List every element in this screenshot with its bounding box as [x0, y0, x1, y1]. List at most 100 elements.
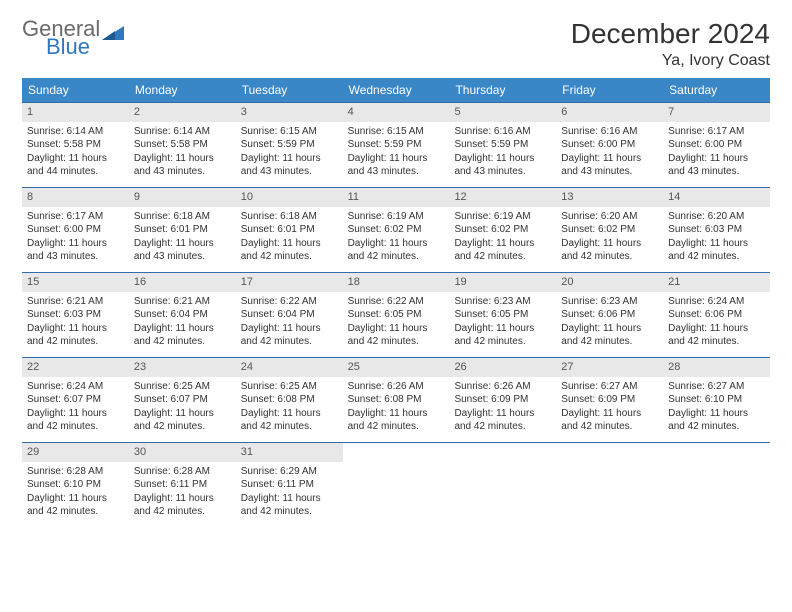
daylight-text: Daylight: 11 hours — [561, 237, 658, 251]
daylight-text: Daylight: 11 hours — [134, 152, 231, 166]
daylight-text: and 43 minutes. — [348, 165, 445, 179]
daylight-text: Daylight: 11 hours — [241, 237, 338, 251]
day-number: 11 — [343, 188, 450, 207]
day-cell: 22Sunrise: 6:24 AMSunset: 6:07 PMDayligh… — [22, 358, 129, 442]
day-cell: 20Sunrise: 6:23 AMSunset: 6:06 PMDayligh… — [556, 273, 663, 357]
day-body: Sunrise: 6:18 AMSunset: 6:01 PMDaylight:… — [129, 210, 236, 264]
day-header-row: Sunday Monday Tuesday Wednesday Thursday… — [22, 78, 770, 102]
sunset-text: Sunset: 6:09 PM — [561, 393, 658, 407]
day-body: Sunrise: 6:27 AMSunset: 6:10 PMDaylight:… — [663, 380, 770, 434]
sunrise-text: Sunrise: 6:26 AM — [348, 380, 445, 394]
day-body: Sunrise: 6:21 AMSunset: 6:04 PMDaylight:… — [129, 295, 236, 349]
day-cell: 16Sunrise: 6:21 AMSunset: 6:04 PMDayligh… — [129, 273, 236, 357]
day-cell: 11Sunrise: 6:19 AMSunset: 6:02 PMDayligh… — [343, 188, 450, 272]
day-body: Sunrise: 6:24 AMSunset: 6:07 PMDaylight:… — [22, 380, 129, 434]
day-body: Sunrise: 6:29 AMSunset: 6:11 PMDaylight:… — [236, 465, 343, 519]
day-number: 2 — [129, 103, 236, 122]
day-cell: 17 Sunrise: 6:22 AMSunset: 6:04 PMDayligh… — [236, 273, 343, 357]
daylight-text: and 43 minutes. — [241, 165, 338, 179]
day-number: 19 — [449, 273, 556, 292]
sunrise-text: Sunrise: 6:18 AM — [134, 210, 231, 224]
daylight-text: and 42 minutes. — [27, 505, 124, 519]
daylight-text: and 42 minutes. — [27, 335, 124, 349]
daylight-text: and 42 minutes. — [348, 420, 445, 434]
daylight-text: and 42 minutes. — [134, 505, 231, 519]
day-cell: 4Sunrise: 6:15 AMSunset: 5:59 PMDaylight… — [343, 103, 450, 187]
sunset-text: Sunset: 6:00 PM — [27, 223, 124, 237]
day-number: 8 — [22, 188, 129, 207]
day-cell: 25Sunrise: 6:26 AMSunset: 6:08 PMDayligh… — [343, 358, 450, 442]
sunset-text: Sunset: 6:11 PM — [134, 478, 231, 492]
sunrise-text: Sunrise: 6:27 AM — [561, 380, 658, 394]
day-cell: 18Sunrise: 6:22 AMSunset: 6:05 PMDayligh… — [343, 273, 450, 357]
day-cell: 9 Sunrise: 6:18 AMSunset: 6:01 PMDaylight… — [129, 188, 236, 272]
page-subtitle: Ya, Ivory Coast — [571, 52, 770, 70]
sunrise-text: Sunrise: 6:22 AM — [348, 295, 445, 309]
day-number: 10 — [236, 188, 343, 207]
sunrise-text: Sunrise: 6:15 AM — [348, 125, 445, 139]
daylight-text: and 43 minutes. — [454, 165, 551, 179]
daylight-text: and 43 minutes. — [134, 165, 231, 179]
sunset-text: Sunset: 6:02 PM — [454, 223, 551, 237]
day-body: Sunrise: 6:14 AMSunset: 5:58 PMDaylight:… — [22, 125, 129, 179]
sunset-text: Sunset: 6:02 PM — [561, 223, 658, 237]
day-cell: 13Sunrise: 6:20 AMSunset: 6:02 PMDayligh… — [556, 188, 663, 272]
daylight-text: Daylight: 11 hours — [348, 407, 445, 421]
day-number: 18 — [343, 273, 450, 292]
daylight-text: Daylight: 11 hours — [668, 237, 765, 251]
day-number: 9 — [129, 188, 236, 207]
header: General Blue December 2024 Ya, Ivory Coa… — [22, 18, 770, 70]
sunset-text: Sunset: 5:58 PM — [27, 138, 124, 152]
sunset-text: Sunset: 6:06 PM — [668, 308, 765, 322]
sunrise-text: Sunrise: 6:23 AM — [561, 295, 658, 309]
sunset-text: Sunset: 6:01 PM — [134, 223, 231, 237]
sunset-text: Sunset: 6:11 PM — [241, 478, 338, 492]
day-cell: 28Sunrise: 6:27 AMSunset: 6:10 PMDayligh… — [663, 358, 770, 442]
day-body: Sunrise: 6:15 AMSunset: 5:59 PMDaylight:… — [343, 125, 450, 179]
sunrise-text: Sunrise: 6:14 AM — [27, 125, 124, 139]
day-body: Sunrise: 6:22 AMSunset: 6:04 PMDaylight:… — [236, 295, 343, 349]
day-cell — [343, 443, 450, 527]
page-title: December 2024 — [571, 18, 770, 50]
day-header: Thursday — [449, 78, 556, 102]
daylight-text: Daylight: 11 hours — [134, 407, 231, 421]
sunrise-text: Sunrise: 6:29 AM — [241, 465, 338, 479]
day-body: Sunrise: 6:28 AMSunset: 6:10 PMDaylight:… — [22, 465, 129, 519]
daylight-text: and 42 minutes. — [134, 335, 231, 349]
day-number: 23 — [129, 358, 236, 377]
day-cell: 14Sunrise: 6:20 AMSunset: 6:03 PMDayligh… — [663, 188, 770, 272]
day-body: Sunrise: 6:18 AMSunset: 6:01 PMDaylight:… — [236, 210, 343, 264]
day-cell: 15Sunrise: 6:21 AMSunset: 6:03 PMDayligh… — [22, 273, 129, 357]
day-number: 30 — [129, 443, 236, 462]
day-body: Sunrise: 6:25 AMSunset: 6:07 PMDaylight:… — [129, 380, 236, 434]
daylight-text: Daylight: 11 hours — [241, 152, 338, 166]
sunrise-text: Sunrise: 6:19 AM — [454, 210, 551, 224]
weeks-container: 1Sunrise: 6:14 AMSunset: 5:58 PMDaylight… — [22, 102, 770, 527]
sunset-text: Sunset: 6:09 PM — [454, 393, 551, 407]
sunset-text: Sunset: 6:04 PM — [134, 308, 231, 322]
day-number: 17 — [236, 273, 343, 292]
day-cell: 6Sunrise: 6:16 AMSunset: 6:00 PMDaylight… — [556, 103, 663, 187]
daylight-text: and 42 minutes. — [27, 420, 124, 434]
daylight-text: and 42 minutes. — [668, 335, 765, 349]
day-body: Sunrise: 6:23 AMSunset: 6:06 PMDaylight:… — [556, 295, 663, 349]
day-body: Sunrise: 6:16 AMSunset: 6:00 PMDaylight:… — [556, 125, 663, 179]
day-cell — [663, 443, 770, 527]
daylight-text: Daylight: 11 hours — [241, 492, 338, 506]
daylight-text: Daylight: 11 hours — [454, 322, 551, 336]
day-header: Sunday — [22, 78, 129, 102]
day-number: 15 — [22, 273, 129, 292]
day-cell: 24Sunrise: 6:25 AMSunset: 6:08 PMDayligh… — [236, 358, 343, 442]
daylight-text: Daylight: 11 hours — [454, 237, 551, 251]
sunset-text: Sunset: 6:08 PM — [241, 393, 338, 407]
day-body: Sunrise: 6:16 AMSunset: 5:59 PMDaylight:… — [449, 125, 556, 179]
sunrise-text: Sunrise: 6:21 AM — [27, 295, 124, 309]
day-body: Sunrise: 6:27 AMSunset: 6:09 PMDaylight:… — [556, 380, 663, 434]
day-body: Sunrise: 6:26 AMSunset: 6:08 PMDaylight:… — [343, 380, 450, 434]
sunrise-text: Sunrise: 6:22 AM — [241, 295, 338, 309]
sunset-text: Sunset: 6:03 PM — [27, 308, 124, 322]
day-body: Sunrise: 6:26 AMSunset: 6:09 PMDaylight:… — [449, 380, 556, 434]
daylight-text: and 42 minutes. — [241, 420, 338, 434]
day-cell: 7Sunrise: 6:17 AMSunset: 6:00 PMDaylight… — [663, 103, 770, 187]
day-number: 5 — [449, 103, 556, 122]
